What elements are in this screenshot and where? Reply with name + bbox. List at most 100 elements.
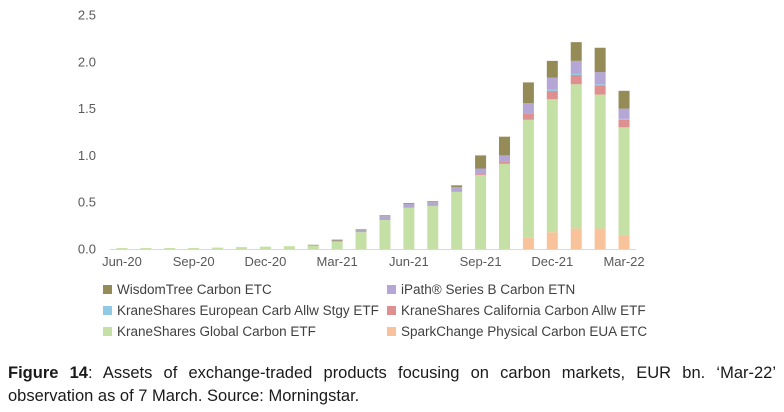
x-tick-label: Mar-22	[603, 254, 644, 269]
stacked-bar-chart: 0.0 0.5 1.0 1.5 2.0 2.5 Jun-20 Sep-20 Dec-20 Mar…	[78, 8, 645, 270]
bar-segment	[379, 216, 391, 220]
bar-segment	[594, 228, 606, 249]
y-tick-label: 0.5	[78, 195, 96, 210]
bar-segment	[140, 248, 152, 249]
x-tick-label: Mar-21	[317, 254, 358, 269]
y-axis: 0.0 0.5 1.0 1.5 2.0 2.5	[78, 8, 96, 257]
bar-segment	[259, 246, 271, 249]
bar-segment	[594, 47, 606, 73]
bar-segment	[594, 94, 606, 229]
bar-segment	[212, 247, 224, 249]
bar-segment	[451, 187, 463, 192]
bar-segment	[379, 219, 391, 249]
bar-segment	[499, 163, 510, 249]
bar-segment	[570, 228, 582, 249]
x-axis: Jun-20 Sep-20 Dec-20 Mar-21 Jun-21 Sep-21 Dec-…	[102, 254, 645, 269]
legend-swatch	[103, 285, 112, 294]
y-tick-label: 2.5	[78, 8, 96, 23]
bar-segment	[451, 185, 463, 188]
legend-item-sparkchange: SparkChange Physical Carbon EUA ETC	[387, 324, 647, 339]
bar-segment	[164, 248, 176, 249]
bar-segment	[451, 191, 463, 249]
bar-segment	[546, 77, 558, 90]
bar-segment	[546, 99, 558, 233]
bar-segment	[522, 82, 534, 103]
bar-segment	[403, 203, 415, 205]
x-tick-label: Jun-20	[102, 254, 142, 269]
bar-segment	[427, 205, 439, 249]
legend-label: KraneShares European Carb Allw Stgy ETF	[117, 303, 379, 318]
legend-item-kraneshares-california: KraneShares California Carbon Allw ETF	[387, 303, 646, 318]
legend-item-ipath: iPath® Series B Carbon ETN	[387, 282, 575, 297]
bar-segment	[188, 248, 200, 249]
bar-segment	[546, 232, 558, 249]
bar-segment	[522, 119, 534, 238]
bar-segment	[355, 232, 367, 249]
x-tick-label: Jun-21	[389, 254, 429, 269]
bar-segment	[355, 230, 367, 233]
bar-segment	[427, 201, 439, 203]
bar-segment	[546, 90, 558, 100]
bar-segment	[307, 245, 319, 249]
bar-segment	[594, 84, 606, 86]
legend-swatch	[387, 306, 396, 315]
figure-label: Figure 14	[8, 364, 88, 382]
bar-segment	[499, 155, 510, 162]
bar-segment	[475, 175, 487, 249]
legend-label: SparkChange Physical Carbon EUA ETC	[401, 324, 648, 339]
x-tick-label: Sep-20	[173, 254, 215, 269]
bar-segment	[475, 155, 487, 169]
bar-segment	[499, 161, 510, 164]
legend-swatch	[103, 327, 112, 336]
bar-segment	[379, 215, 391, 217]
bar-segment	[403, 204, 415, 208]
legend-item-kraneshares-global: KraneShares Global Carbon ETF	[103, 324, 316, 339]
bar-segment	[570, 74, 582, 85]
bar-segment	[475, 168, 487, 175]
caption-text: : Assets of exchange-traded products foc…	[8, 364, 777, 405]
bar-segment	[618, 234, 630, 249]
bar-segment	[546, 60, 558, 78]
y-tick-label: 0.0	[78, 242, 96, 257]
x-tick-label: Dec-20	[244, 254, 286, 269]
bar-segment	[570, 60, 582, 74]
bar-segment	[283, 246, 295, 249]
bar-segment	[522, 237, 534, 249]
bar-segment	[618, 118, 630, 120]
bar-segment	[522, 113, 534, 120]
bar-segment	[475, 174, 487, 176]
x-tick-label: Sep-21	[460, 254, 502, 269]
bar-segment	[403, 207, 415, 249]
y-tick-label: 2.0	[78, 54, 96, 69]
bar-segment	[499, 136, 510, 156]
bar-segment	[618, 127, 630, 235]
bar-segment	[116, 248, 128, 249]
y-tick-label: 1.5	[78, 101, 96, 116]
legend-label: iPath® Series B Carbon ETN	[401, 282, 576, 297]
x-tick-label: Dec-21	[531, 254, 573, 269]
legend-label: KraneShares California Carbon Allw ETF	[401, 303, 646, 318]
bar-segment	[522, 102, 534, 114]
legend-label: KraneShares Global Carbon ETF	[117, 324, 316, 339]
bar-segment	[618, 90, 630, 109]
bar-segment	[618, 119, 630, 128]
bar-segment	[570, 42, 582, 61]
bar-segment	[546, 89, 558, 91]
bar-segment	[427, 202, 439, 206]
bar-segment	[236, 247, 247, 249]
bar-segment	[331, 241, 343, 249]
bar-segment	[594, 72, 606, 85]
bar-segment	[618, 108, 630, 119]
bar-segment	[331, 239, 343, 241]
legend-swatch	[387, 285, 396, 294]
bar-segment	[594, 85, 606, 95]
legend-item-kraneshares-european: KraneShares European Carb Allw Stgy ETF	[103, 303, 379, 318]
legend-label: WisdomTree Carbon ETC	[117, 282, 272, 297]
bar-segment	[331, 240, 343, 242]
bar-segment	[570, 84, 582, 229]
bars	[116, 42, 630, 249]
legend-swatch	[103, 306, 112, 315]
bar-segment	[307, 244, 319, 246]
legend-swatch	[387, 327, 396, 336]
bar-segment	[355, 229, 367, 231]
